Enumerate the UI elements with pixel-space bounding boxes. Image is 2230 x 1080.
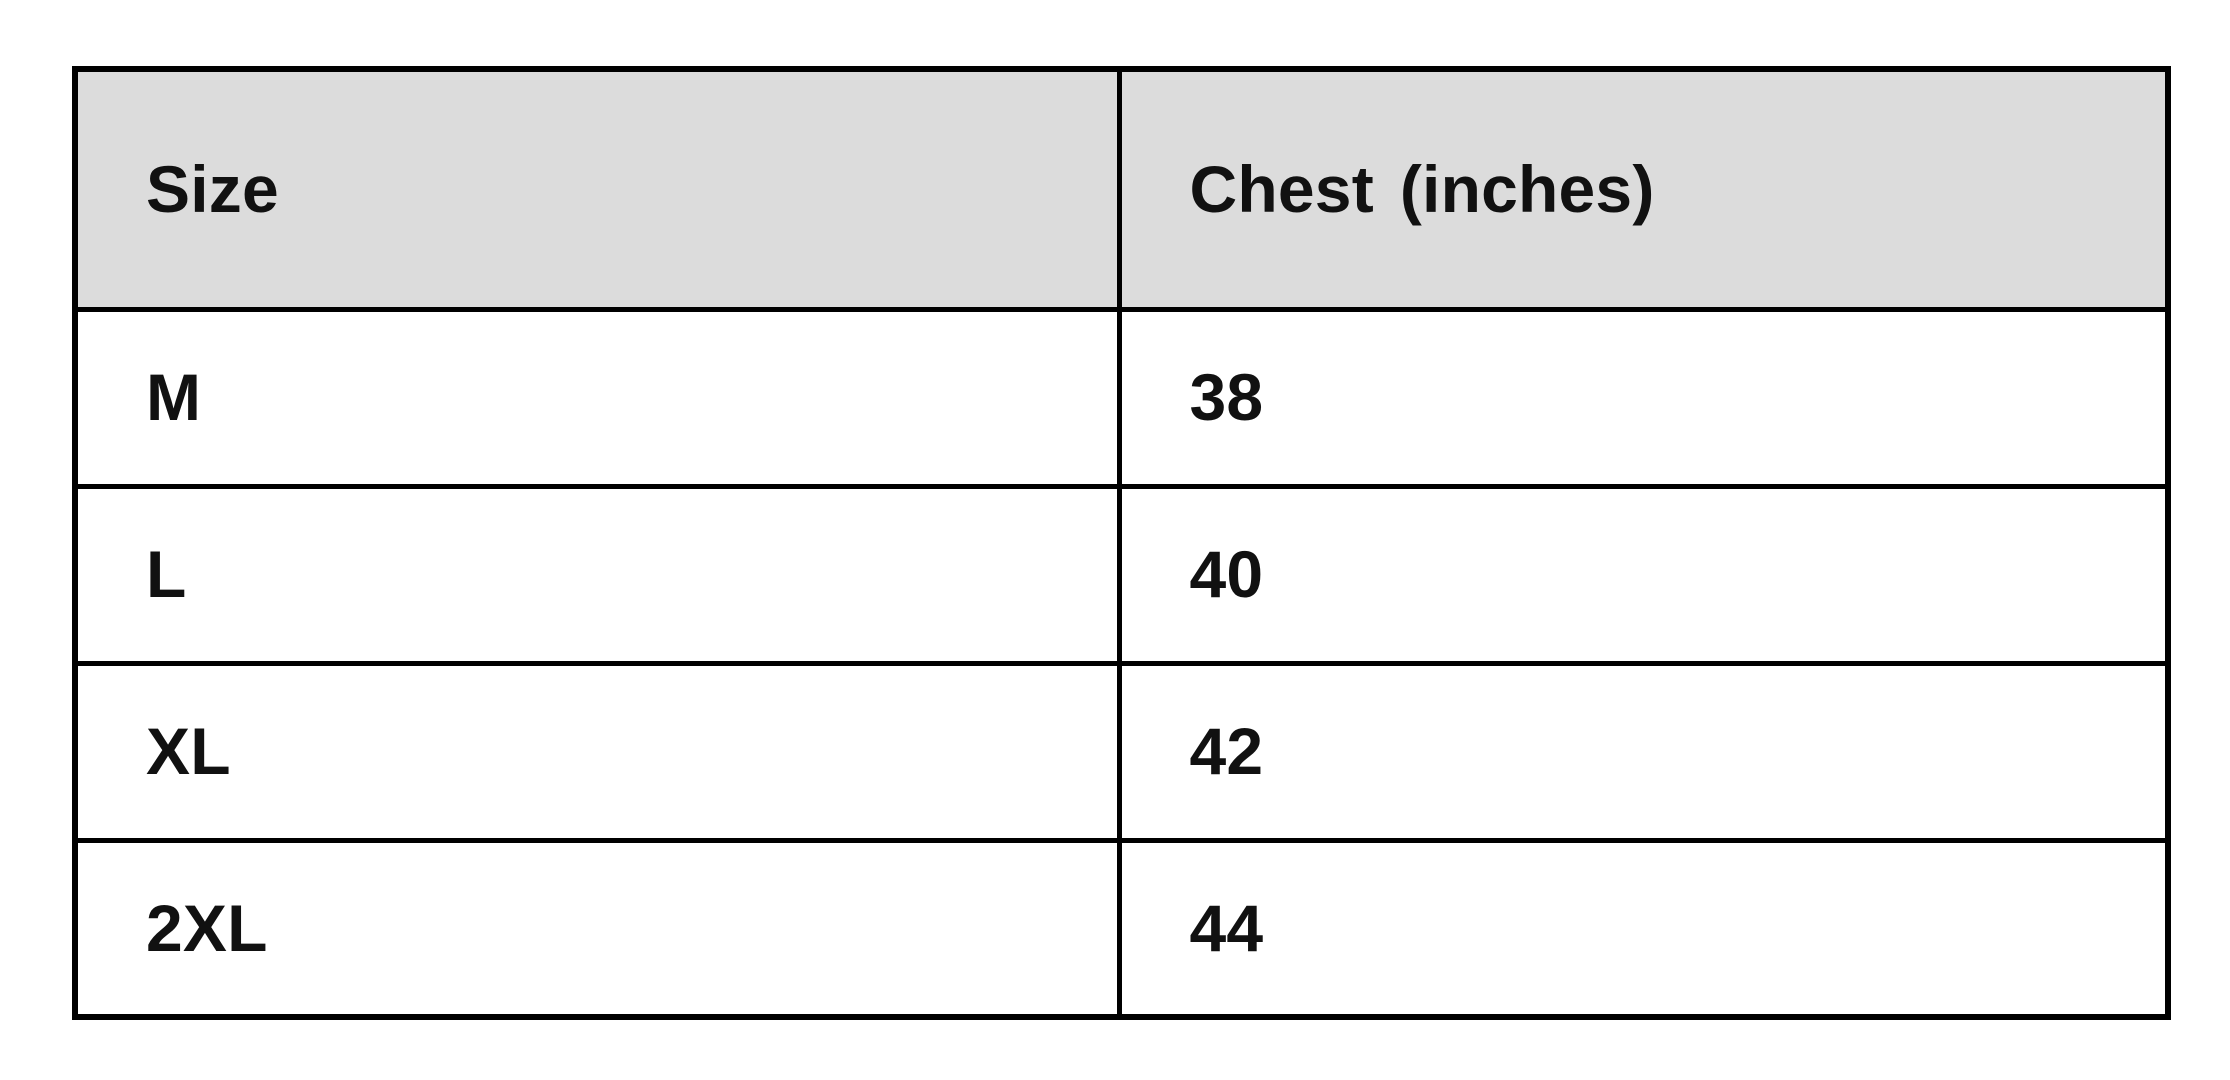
table-row: 2XL 44 — [75, 840, 2168, 1017]
cell-size: L — [75, 486, 1122, 666]
table-body: M 38 L 40 XL 42 2XL 44 — [75, 309, 2168, 1017]
table-header: Size Chest (inches) — [75, 69, 2168, 312]
table-row: XL 42 — [75, 663, 2168, 843]
table-row: L 40 — [75, 486, 2168, 666]
size-chart-table: Size Chest (inches) M 38 L 40 XL 42 2XL 4… — [72, 66, 2171, 1020]
column-header-chest-prefix: Chest — [1189, 151, 1374, 226]
cell-chest: 40 — [1119, 486, 2168, 666]
cell-chest: 44 — [1119, 840, 2168, 1017]
cell-size: 2XL — [75, 840, 1122, 1017]
cell-chest: 38 — [1119, 309, 2168, 489]
column-header-size: Size — [75, 69, 1122, 312]
table-row: M 38 — [75, 309, 2168, 489]
cell-chest: 42 — [1119, 663, 2168, 843]
cell-size: M — [75, 309, 1122, 489]
column-header-chest: Chest (inches) — [1119, 69, 2168, 312]
column-header-chest-suffix: (inches) — [1399, 151, 1655, 226]
table-header-row: Size Chest (inches) — [75, 69, 2168, 312]
cell-size: XL — [75, 663, 1122, 843]
